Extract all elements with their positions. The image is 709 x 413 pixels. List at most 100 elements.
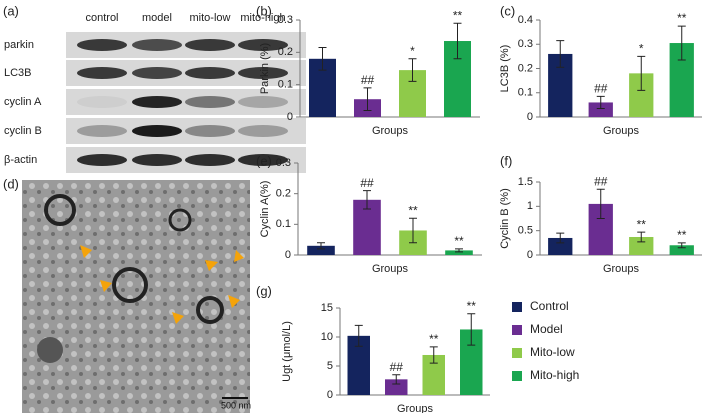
arrow	[80, 245, 92, 258]
y-tick-label: 0.3	[276, 157, 291, 169]
band	[238, 125, 288, 137]
x-axis-label: Groups	[603, 125, 640, 137]
arrow	[234, 250, 244, 262]
organelle	[44, 194, 76, 226]
error-bar	[596, 188, 605, 219]
band	[185, 39, 235, 51]
significance: *	[410, 44, 415, 58]
significance: **	[637, 217, 647, 231]
y-tick-label: 5	[327, 360, 333, 372]
row-label: cyclin A	[4, 96, 42, 108]
y-tick-label: 0.1	[518, 87, 533, 99]
significance: **	[467, 299, 477, 313]
bar	[422, 354, 445, 395]
x-axis-label: Groups	[372, 263, 409, 275]
lane-label: control	[85, 12, 118, 24]
scale-label: 500 nm	[221, 400, 251, 410]
legend-label: Mito-low	[530, 345, 575, 359]
bar	[460, 329, 483, 395]
error-bar	[677, 242, 686, 249]
band	[132, 67, 182, 79]
band	[185, 154, 235, 166]
band	[77, 39, 127, 51]
western-blot: (a) control model mito-low mito-high parkin L…	[3, 3, 306, 173]
error-bar	[637, 231, 646, 243]
x-axis-label: Groups	[603, 263, 640, 275]
panel-label: (d)	[3, 176, 19, 191]
significance: ##	[594, 82, 608, 96]
band	[185, 125, 235, 137]
error-bar	[363, 190, 371, 210]
arrow	[100, 280, 112, 292]
chart: (f) Cyclin B (%) Groups 0 0.5 1 1.5 ## ** **	[499, 153, 702, 275]
band	[238, 39, 288, 51]
error-bar	[363, 87, 372, 112]
row-label: cyclin B	[4, 125, 42, 137]
legend-swatch	[512, 302, 522, 312]
significance: ##	[360, 176, 374, 190]
legend-label: Control	[530, 299, 569, 313]
y-tick-label: 0.3	[278, 14, 293, 26]
row-label: β-actin	[4, 154, 37, 166]
arrow	[205, 260, 218, 271]
y-tick-label: 0	[327, 389, 333, 401]
panel-label: (b)	[256, 3, 272, 18]
error-bar	[429, 346, 438, 364]
y-tick-label: 0.2	[518, 62, 533, 74]
band	[238, 96, 288, 108]
chart: (g) Ugt (μmol/L) Groups 0 5 10 15 ## ** ** Control…	[256, 283, 579, 413]
legend-label: Model	[530, 322, 563, 336]
panel-label: (g)	[256, 283, 272, 298]
significance: ##	[594, 174, 608, 188]
y-tick-label: 10	[321, 331, 333, 343]
error-bar	[392, 374, 401, 385]
band	[132, 96, 182, 108]
x-axis-label: Groups	[397, 403, 434, 413]
error-bar	[467, 313, 476, 346]
legend-swatch	[512, 348, 522, 358]
y-axis-label: Parkin (%)	[259, 43, 271, 94]
bar	[385, 379, 408, 395]
bar	[669, 245, 694, 255]
y-tick-label: 0	[287, 111, 293, 123]
error-bar	[596, 95, 605, 110]
panel-label: (e)	[256, 153, 272, 168]
y-axis-label: LC3B (%)	[499, 45, 511, 93]
lane-label: mito-low	[190, 12, 231, 24]
arrow	[228, 295, 240, 308]
y-tick-label: 0.3	[518, 38, 533, 50]
significance: **	[677, 228, 687, 242]
arrow	[172, 312, 184, 324]
error-bar	[317, 242, 325, 250]
bar	[307, 245, 335, 255]
row-label: parkin	[4, 39, 34, 51]
significance: **	[408, 203, 418, 217]
organelle	[196, 296, 224, 324]
row-label: LC3B	[4, 67, 32, 79]
organelle	[168, 208, 192, 232]
error-bar	[556, 232, 565, 244]
significance: *	[639, 42, 644, 56]
x-axis-label: Groups	[372, 125, 409, 137]
band	[77, 96, 127, 108]
significance: ##	[361, 73, 375, 87]
band	[77, 125, 127, 137]
band	[77, 67, 127, 79]
error-bar	[409, 217, 417, 244]
band	[132, 39, 182, 51]
y-tick-label: 1	[527, 200, 533, 212]
significance: **	[677, 11, 687, 25]
panel-label: (f)	[500, 153, 512, 168]
y-tick-label: 0	[527, 249, 533, 261]
y-tick-label: 0	[285, 249, 291, 261]
panel-label: (a)	[3, 3, 19, 18]
lane-label: mito-high	[240, 12, 285, 24]
band	[238, 154, 288, 166]
legend-swatch	[512, 325, 522, 335]
band	[185, 96, 235, 108]
band	[185, 67, 235, 79]
error-bar	[637, 55, 646, 91]
significance: **	[453, 8, 463, 22]
y-tick-label: 0.2	[276, 188, 291, 200]
